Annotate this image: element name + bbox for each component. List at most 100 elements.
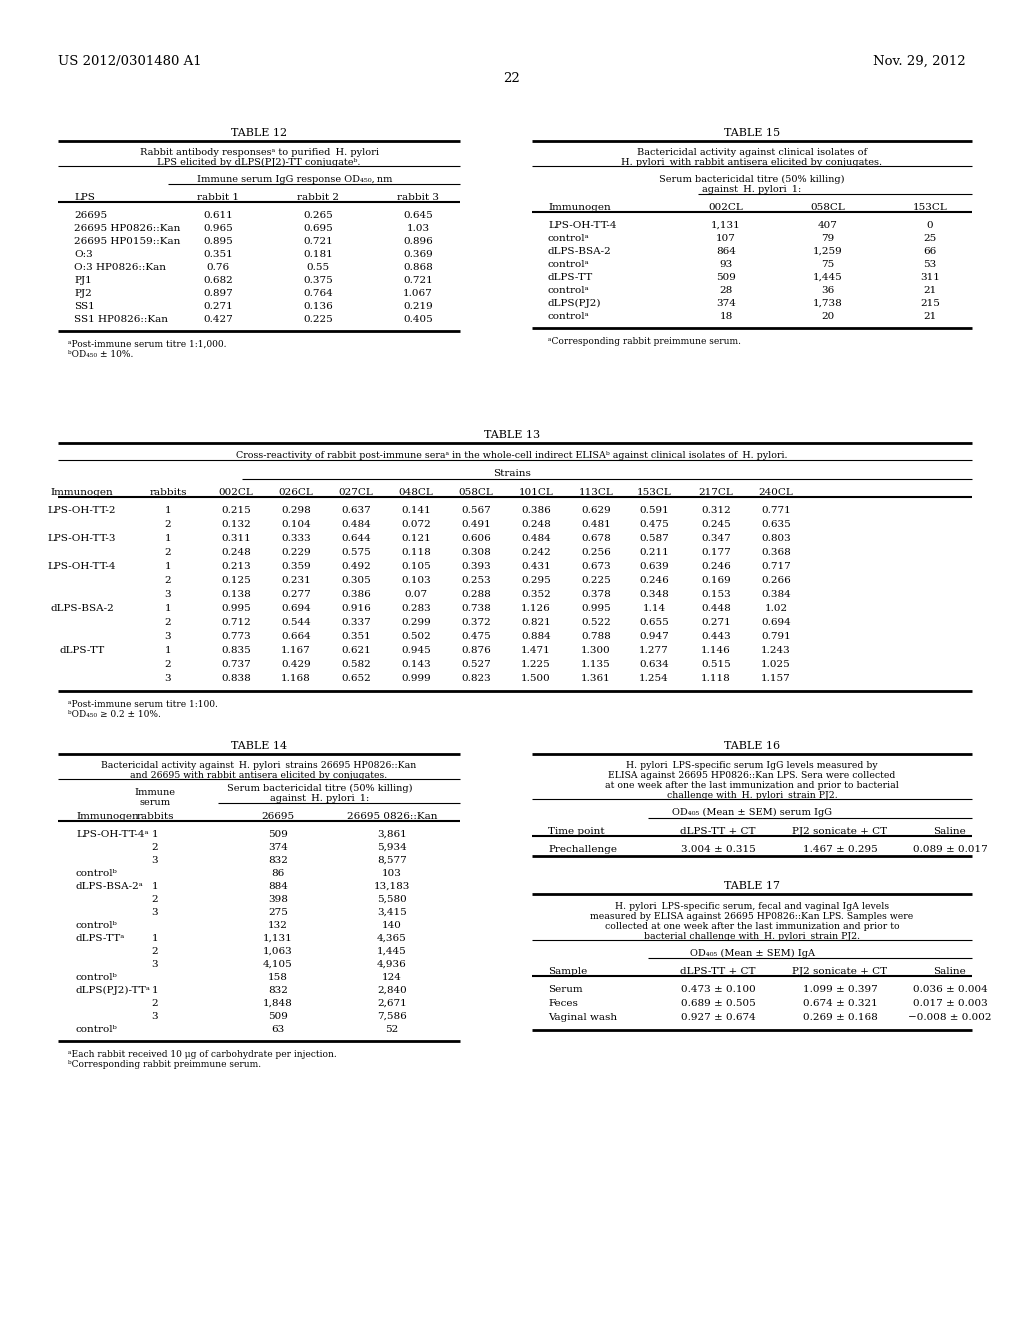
Text: 0.07: 0.07 [404,590,428,599]
Text: 407: 407 [818,220,838,230]
Text: Saline: Saline [934,968,967,975]
Text: dLPS-TT + CT: dLPS-TT + CT [680,828,756,836]
Text: 0.443: 0.443 [701,632,731,642]
Text: 7,586: 7,586 [377,1012,407,1020]
Text: Bactericidal activity against clinical isolates of: Bactericidal activity against clinical i… [637,148,867,157]
Text: 0.372: 0.372 [461,618,490,627]
Text: controlᵇ: controlᵇ [76,973,118,982]
Text: 0.312: 0.312 [701,506,731,515]
Text: 1.168: 1.168 [282,675,311,682]
Text: 3: 3 [165,632,171,642]
Text: 0.737: 0.737 [221,660,251,669]
Text: 0.678: 0.678 [582,535,611,543]
Text: 0.348: 0.348 [639,590,669,599]
Text: Serum: Serum [548,985,583,994]
Text: 0.738: 0.738 [461,605,490,612]
Text: OD₄₀₅ (Mean ± SEM) serum IgG: OD₄₀₅ (Mean ± SEM) serum IgG [672,808,831,817]
Text: 0.674 ± 0.321: 0.674 ± 0.321 [803,999,878,1008]
Text: 1.099 ± 0.397: 1.099 ± 0.397 [803,985,878,994]
Text: 1.225: 1.225 [521,660,551,669]
Text: rabbit 1: rabbit 1 [197,193,239,202]
Text: 0.897: 0.897 [203,289,232,298]
Text: 026CL: 026CL [279,488,313,498]
Text: 311: 311 [920,273,940,282]
Text: 0.475: 0.475 [639,520,669,529]
Text: ELISA against 26695 HP0826::Kan LPS. Sera were collected: ELISA against 26695 HP0826::Kan LPS. Ser… [608,771,896,780]
Text: 0.103: 0.103 [401,576,431,585]
Text: 1.243: 1.243 [761,645,791,655]
Text: 5,580: 5,580 [377,895,407,904]
Text: 0.591: 0.591 [639,506,669,515]
Text: 0.351: 0.351 [341,632,371,642]
Text: 0.645: 0.645 [403,211,433,220]
Text: 0.721: 0.721 [403,276,433,285]
Text: 0.246: 0.246 [701,562,731,572]
Text: 0.136: 0.136 [303,302,333,312]
Text: 0.764: 0.764 [303,289,333,298]
Text: LPS elicited by dLPS(PJ2)-TT conjugateᵇ.: LPS elicited by dLPS(PJ2)-TT conjugateᵇ. [158,158,360,168]
Text: 509: 509 [716,273,736,282]
Text: controlᵃ: controlᵃ [548,286,590,294]
Text: 058CL: 058CL [811,203,846,213]
Text: 18: 18 [720,312,732,321]
Text: 0.245: 0.245 [701,520,731,529]
Text: 0.333: 0.333 [282,535,311,543]
Text: 0.288: 0.288 [461,590,490,599]
Text: 0.378: 0.378 [582,590,611,599]
Text: 132: 132 [268,921,288,931]
Text: 153CL: 153CL [637,488,672,498]
Text: Prechallenge: Prechallenge [548,845,617,854]
Text: 1.167: 1.167 [282,645,311,655]
Text: 0.694: 0.694 [282,605,311,612]
Text: 28: 28 [720,286,732,294]
Text: 002CL: 002CL [219,488,253,498]
Text: 26695 HP0826::Kan: 26695 HP0826::Kan [74,224,180,234]
Text: 1.02: 1.02 [765,605,787,612]
Text: SS1 HP0826::Kan: SS1 HP0826::Kan [74,315,168,323]
Text: 0.105: 0.105 [401,562,431,572]
Text: 0.927 ± 0.674: 0.927 ± 0.674 [681,1012,756,1022]
Text: 0.242: 0.242 [521,548,551,557]
Text: 0.017 ± 0.003: 0.017 ± 0.003 [912,999,987,1008]
Text: 0.368: 0.368 [761,548,791,557]
Text: controlᵃ: controlᵃ [548,312,590,321]
Text: 0.884: 0.884 [521,632,551,642]
Text: Serum bactericidal titre (50% killing): Serum bactericidal titre (50% killing) [659,176,845,183]
Text: 26695: 26695 [261,812,295,821]
Text: PJ1: PJ1 [74,276,92,285]
Text: 101CL: 101CL [518,488,553,498]
Text: dLPS-TT + CT: dLPS-TT + CT [680,968,756,975]
Text: LPS-OH-TT-4: LPS-OH-TT-4 [548,220,616,230]
Text: 3.004 ± 0.315: 3.004 ± 0.315 [681,845,756,854]
Text: Serum bactericidal titre (50% killing): Serum bactericidal titre (50% killing) [227,784,413,793]
Text: 2: 2 [165,618,171,627]
Text: 3: 3 [152,908,159,917]
Text: 0.246: 0.246 [639,576,669,585]
Text: 0.606: 0.606 [461,535,490,543]
Text: rabbit 3: rabbit 3 [397,193,439,202]
Text: 0.947: 0.947 [639,632,669,642]
Text: 36: 36 [821,286,835,294]
Text: 1,131: 1,131 [711,220,741,230]
Text: 0.229: 0.229 [282,548,311,557]
Text: 1.146: 1.146 [701,645,731,655]
Text: 4,365: 4,365 [377,935,407,942]
Text: controlᵃ: controlᵃ [548,234,590,243]
Text: 0.567: 0.567 [461,506,490,515]
Text: 2: 2 [165,660,171,669]
Text: TABLE 13: TABLE 13 [484,430,540,440]
Text: 0.838: 0.838 [221,675,251,682]
Text: 63: 63 [271,1026,285,1034]
Text: 26695: 26695 [74,211,108,220]
Text: 0.895: 0.895 [203,238,232,246]
Text: 0.717: 0.717 [761,562,791,572]
Text: 1,259: 1,259 [813,247,843,256]
Text: 0.481: 0.481 [582,520,611,529]
Text: 1.118: 1.118 [701,675,731,682]
Text: 103: 103 [382,869,402,878]
Text: and 26695 with rabbit antisera elicited by conjugates.: and 26695 with rabbit antisera elicited … [130,771,388,780]
Text: 0.248: 0.248 [521,520,551,529]
Text: 0.527: 0.527 [461,660,490,669]
Text: ᵃEach rabbit received 10 μg of carbohydrate per injection.: ᵃEach rabbit received 10 μg of carbohydr… [68,1049,337,1059]
Text: at one week after the last immunization and prior to bacterial: at one week after the last immunization … [605,781,899,789]
